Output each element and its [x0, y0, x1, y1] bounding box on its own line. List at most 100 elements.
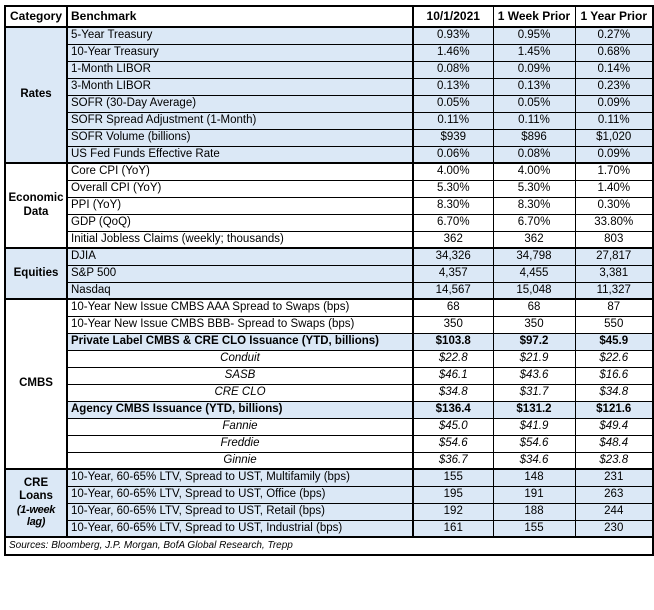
value-cell: 350 [412, 315, 494, 334]
table-row: SOFR Volume (billions) $939 $896 $1,020 [5, 128, 654, 147]
value-cell: 34,326 [412, 247, 494, 266]
value-cell: 11,327 [574, 281, 654, 300]
value-cell: 230 [574, 519, 654, 538]
value-cell: $939 [412, 128, 494, 147]
benchmark-cell: 5-Year Treasury [66, 26, 414, 45]
value-cell: 231 [574, 468, 654, 487]
value-cell: 0.95% [492, 26, 576, 45]
value-cell: 0.11% [492, 111, 576, 130]
value-cell: $1,020 [574, 128, 654, 147]
table-row: Agency CMBS Issuance (YTD, billions) $136… [5, 400, 654, 419]
value-cell: 350 [492, 315, 576, 334]
value-cell: 0.09% [574, 145, 654, 164]
benchmark-cell: Agency CMBS Issuance (YTD, billions) [66, 400, 414, 419]
value-cell: 34,798 [492, 247, 576, 266]
category-cell-cmbs: CMBS [4, 298, 68, 470]
value-cell: 1.70% [574, 162, 654, 181]
table-row: 3-Month LIBOR 0.13% 0.13% 0.23% [5, 77, 654, 96]
benchmark-cell: 10-Year New Issue CMBS BBB- Spread to Sw… [66, 315, 414, 334]
value-cell: 188 [492, 502, 576, 521]
value-cell: $54.6 [412, 434, 494, 453]
value-cell: $36.7 [412, 451, 494, 470]
category-label: CMBS [19, 377, 53, 390]
header-row: Category Benchmark 10/1/2021 1 Week Prio… [4, 5, 654, 28]
value-cell: 6.70% [412, 213, 494, 232]
value-cell: 155 [412, 468, 494, 487]
table-row: Fannie $45.0 $41.9 $49.4 [5, 417, 654, 436]
value-cell: 0.11% [574, 111, 654, 130]
benchmark-cell: 10-Year Treasury [66, 43, 414, 62]
report-sheet: Category Benchmark 10/1/2021 1 Week Prio… [4, 5, 654, 556]
value-cell: $896 [492, 128, 576, 147]
benchmark-cell: CRE CLO [66, 383, 414, 402]
value-cell: 192 [412, 502, 494, 521]
table-row: SOFR Spread Adjustment (1-Month) 0.11% 0.1… [5, 111, 654, 130]
category-cell-cre-loans: CRE Loans (1-week lag) [4, 468, 68, 538]
value-cell: $23.8 [574, 451, 654, 470]
benchmark-cell: SASB [66, 366, 414, 385]
benchmark-cell: Core CPI (YoY) [66, 162, 414, 181]
value-cell: 195 [412, 485, 494, 504]
value-cell: $16.6 [574, 366, 654, 385]
value-cell: 8.30% [492, 196, 576, 215]
category-cell-rates: Rates [4, 26, 68, 164]
table-row: 10-Year, 60-65% LTV, Spread to UST, Offi… [5, 485, 654, 504]
value-cell: 68 [492, 298, 576, 317]
value-cell: 0.93% [412, 26, 494, 45]
benchmark-cell: Initial Jobless Claims (weekly; thousand… [66, 230, 414, 249]
value-cell: $48.4 [574, 434, 654, 453]
value-cell: $22.8 [412, 349, 494, 368]
table-row: Conduit $22.8 $21.9 $22.6 [5, 349, 654, 368]
value-cell: 191 [492, 485, 576, 504]
benchmark-cell: Overall CPI (YoY) [66, 179, 414, 198]
table-row: CMBS 10-Year New Issue CMBS AAA Spread to… [4, 298, 654, 470]
table-row: S&P 500 4,357 4,455 3,381 [5, 264, 654, 283]
value-cell: 27,817 [574, 247, 654, 266]
value-cell: 6.70% [492, 213, 576, 232]
value-cell: 4,357 [412, 264, 494, 283]
benchmark-cell: Freddie [66, 434, 414, 453]
benchmark-cell: SOFR Volume (billions) [66, 128, 414, 147]
benchmark-cell: Conduit [66, 349, 414, 368]
value-cell: $31.7 [492, 383, 576, 402]
benchmark-cell: PPI (YoY) [66, 196, 414, 215]
table-row: CRE CLO $34.8 $31.7 $34.8 [5, 383, 654, 402]
table-row: SOFR (30-Day Average) 0.05% 0.05% 0.09% [5, 94, 654, 113]
value-cell: $54.6 [492, 434, 576, 453]
value-cell: 1.45% [492, 43, 576, 62]
table-row: Initial Jobless Claims (weekly; thousand… [5, 230, 654, 249]
benchmark-cell: SOFR Spread Adjustment (1-Month) [66, 111, 414, 130]
value-cell: $22.6 [574, 349, 654, 368]
header-category: Category [4, 5, 68, 28]
table-row: Nasdaq 14,567 15,048 11,327 [5, 281, 654, 300]
value-cell: 263 [574, 485, 654, 504]
table-row: 10-Year New Issue CMBS BBB- Spread to Sw… [5, 315, 654, 334]
table-body: Rates 5-Year Treasury 0.93% 0.95% 0.27% 10-Ye… [4, 26, 654, 538]
value-cell: $43.6 [492, 366, 576, 385]
table-row: 1-Month LIBOR 0.08% 0.09% 0.14% [5, 60, 654, 79]
value-cell: $46.1 [412, 366, 494, 385]
table-row: US Fed Funds Effective Rate 0.06% 0.08% 0.0… [5, 145, 654, 164]
value-cell: 0.06% [412, 145, 494, 164]
value-cell: 0.27% [574, 26, 654, 45]
value-cell: $103.8 [412, 332, 494, 351]
header-benchmark: Benchmark [66, 5, 414, 28]
benchmark-cell: Fannie [66, 417, 414, 436]
table-row: Freddie $54.6 $54.6 $48.4 [5, 434, 654, 453]
value-cell: 33.80% [574, 213, 654, 232]
value-cell: $34.8 [574, 383, 654, 402]
value-cell: 4.00% [492, 162, 576, 181]
table-row: 10-Year Treasury 1.46% 1.45% 0.68% [5, 43, 654, 62]
value-cell: 155 [492, 519, 576, 538]
value-cell: $21.9 [492, 349, 576, 368]
value-cell: 0.13% [492, 77, 576, 96]
value-cell: $49.4 [574, 417, 654, 436]
category-label: Equities [13, 266, 59, 279]
table-row: CRE Loans (1-week lag) 10-Year, 60-65% LTV… [4, 468, 654, 538]
value-cell: 87 [574, 298, 654, 317]
value-cell: 0.05% [492, 94, 576, 113]
value-cell: 362 [412, 230, 494, 249]
table-row: Economic Data Core CPI (YoY) 4.00% 4.00% 1.7… [4, 162, 654, 249]
category-cell-economic-data: Economic Data [4, 162, 68, 249]
value-cell: 0.13% [412, 77, 494, 96]
